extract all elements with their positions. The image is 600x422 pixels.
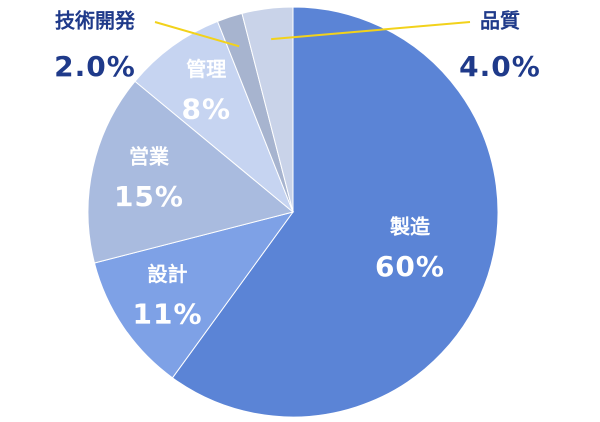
value-label: 11%	[133, 297, 203, 330]
category-label: 品質	[480, 9, 520, 33]
value-label: 2.0%	[54, 50, 136, 83]
value-label: 15%	[114, 180, 184, 213]
pie-slice	[134, 20, 294, 213]
value-label: 4.0%	[459, 50, 541, 83]
category-label: 管理	[186, 57, 226, 81]
category-label: 製造	[390, 215, 431, 239]
leader-line	[154, 21, 240, 48]
pie-slice	[93, 211, 295, 379]
pie-slice	[241, 6, 294, 213]
leader-line	[271, 21, 471, 41]
category-label: 営業	[129, 144, 170, 168]
value-label: 8%	[181, 93, 231, 126]
value-label: 60%	[375, 250, 445, 283]
category-label: 設計	[148, 262, 188, 286]
pie-slice	[87, 80, 295, 264]
pie-slice	[171, 6, 499, 418]
category-label: 技術開発	[55, 9, 136, 33]
